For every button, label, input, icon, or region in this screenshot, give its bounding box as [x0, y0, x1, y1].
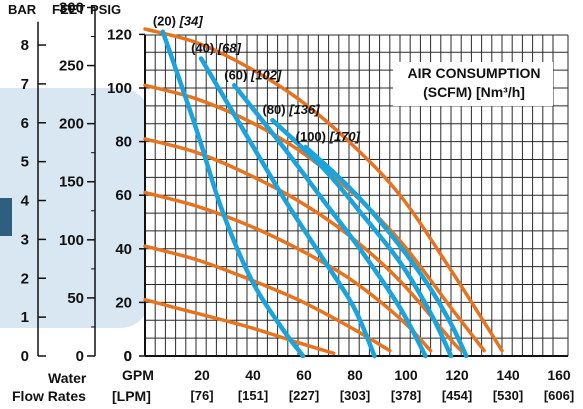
air-curve-nm3h-label: [68] [217, 41, 242, 56]
x-title-line2: Flow Rates [12, 388, 86, 404]
bar-tick-label: 1 [21, 309, 29, 326]
air-curve-2 [198, 56, 377, 359]
background-tab [0, 198, 12, 236]
psig-tick-label: 60 [115, 187, 132, 204]
chart-labels: PSIG020406080100120FEET05010015020025030… [8, 0, 574, 404]
air-curve-label-1: (20) [34] [153, 14, 204, 29]
air-curve-label-5: (100) [170] [296, 129, 361, 144]
psig-tick-label: 40 [115, 241, 132, 258]
air-curve-nm3h-label: [170] [329, 129, 361, 144]
air-curve-scfm-label: (60) [224, 67, 251, 82]
x-alt-tick-label: [76] [190, 388, 213, 403]
feet-tick-label: 200 [59, 116, 84, 133]
x-unit-label: GPM [122, 367, 154, 383]
x-alt-tick-label: [303] [340, 388, 370, 403]
air-curve-scfm-label: (100) [296, 129, 330, 144]
feet-tick-label: 100 [59, 232, 84, 249]
air-consumption-curves [160, 29, 469, 359]
bar-tick-label: 8 [21, 37, 29, 54]
psig-tick-label: 20 [115, 294, 132, 311]
x-alt-tick-label: [227] [289, 388, 319, 403]
x-tick-label: 140 [496, 367, 520, 383]
air-curve-nm3h-label: [102] [250, 67, 282, 82]
air-curve-label-2: (40) [68] [191, 41, 242, 56]
performance-curve-40-psig [143, 244, 392, 353]
bar-tick-label: 2 [21, 270, 29, 287]
psig-axis-label: PSIG [90, 2, 121, 17]
psig-tick-label: 80 [115, 134, 132, 151]
x-tick-label: 60 [296, 367, 312, 383]
bar-axis-label: BAR [8, 2, 37, 17]
x-tick-label: 20 [194, 367, 210, 383]
x-tick-label: 40 [245, 367, 261, 383]
x-alt-tick-label: [378] [391, 388, 421, 403]
feet-tick-label: 0 [76, 348, 84, 365]
bar-tick-label: 7 [21, 76, 29, 93]
x-origin-label: 0 [124, 348, 132, 365]
x-tick-label: 80 [347, 367, 363, 383]
feet-axis-label: FEET [52, 2, 85, 17]
performance-curve-20-psig [143, 297, 336, 356]
bar-tick-label: 3 [21, 231, 29, 248]
legend-title-line1: AIR CONSUMPTION [408, 65, 541, 81]
feet-tick-label: 50 [67, 290, 84, 307]
air-curve-nm3h-label: [34] [179, 14, 204, 29]
psig-tick-label: 0 [124, 348, 132, 365]
psig-tick-label: 100 [107, 80, 132, 97]
feet-tick-label: 150 [59, 174, 84, 191]
air-curve-scfm-label: (20) [153, 14, 180, 29]
air-curve-5 [303, 144, 469, 359]
x-alt-tick-label: [454] [442, 388, 472, 403]
psig-tick-label: 120 [107, 26, 132, 43]
performance-curve-120-psig [143, 27, 504, 353]
background-panel [0, 88, 150, 328]
feet-tick-label: 300 [59, 0, 84, 16]
x-alt-tick-label: [151] [238, 388, 268, 403]
air-curve-1 [160, 29, 306, 359]
air-curve-nm3h-label: [136] [288, 102, 320, 117]
x-alt-unit-label: [LPM] [112, 388, 151, 404]
bar-tick-label: 4 [21, 193, 30, 210]
x-tick-label: 120 [445, 367, 469, 383]
air-curve-scfm-label: (40) [191, 41, 218, 56]
x-tick-label: 100 [394, 367, 418, 383]
performance-curve-60-psig [143, 190, 433, 353]
air-curve-3 [232, 83, 428, 359]
air-curve-4 [270, 117, 454, 359]
bar-tick-label: 6 [21, 115, 29, 132]
legend-box [393, 62, 553, 106]
chart-axes [37, 6, 568, 357]
air-curve-label-3: (60) [102] [224, 67, 282, 82]
x-alt-tick-label: [606] [544, 388, 574, 403]
feet-tick-label: 250 [59, 58, 84, 75]
x-title-line1: Water [48, 370, 87, 386]
legend-title-line2: (SCFM) [Nm³/h] [423, 84, 525, 100]
air-curve-scfm-label: (80) [263, 102, 290, 117]
x-alt-tick-label: [530] [493, 388, 523, 403]
bar-tick-label: 0 [21, 348, 29, 365]
air-curve-label-4: (80) [136] [263, 102, 321, 117]
bar-tick-label: 5 [21, 154, 29, 171]
x-tick-label: 160 [547, 367, 571, 383]
